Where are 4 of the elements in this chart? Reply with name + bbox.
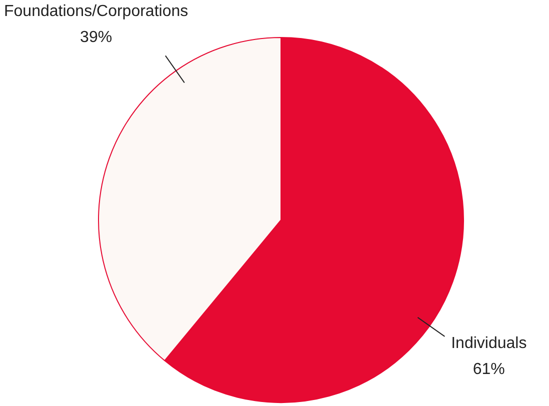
data-label: 39% xyxy=(80,29,112,46)
slice-label: Individuals xyxy=(451,335,527,352)
data-label: 61% xyxy=(472,361,505,378)
slice-label: Foundations/Corporations xyxy=(4,3,188,20)
